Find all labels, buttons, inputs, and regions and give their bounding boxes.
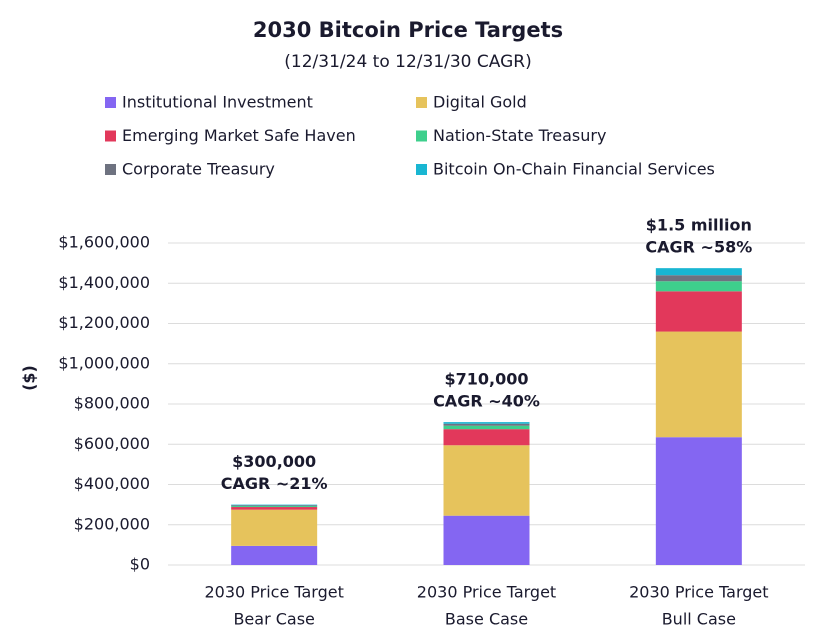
bar-segment <box>231 505 318 507</box>
annotation: CAGR ~58% <box>645 238 752 257</box>
x-tick-label: Bull Case <box>662 610 736 629</box>
annotation: CAGR ~40% <box>433 392 540 411</box>
bar-segment <box>231 504 318 506</box>
bar-segment <box>443 515 530 565</box>
bar-segment <box>231 507 318 510</box>
annotation: $710,000 <box>444 370 528 389</box>
x-tick-label: 2030 Price Target <box>629 583 768 602</box>
legend-label: Emerging Market Safe Haven <box>122 126 356 145</box>
bar-segment <box>443 429 530 446</box>
bar-segment <box>443 445 530 516</box>
bar-segment <box>443 422 530 424</box>
y-tick-label: $800,000 <box>74 394 150 413</box>
x-tick-label: 2030 Price Target <box>204 583 343 602</box>
x-tick-label: Base Case <box>445 610 528 629</box>
x-tick-label: Bear Case <box>233 610 314 629</box>
annotation: $1.5 million <box>646 216 752 235</box>
annotation: CAGR ~21% <box>221 474 328 493</box>
bar-segment <box>443 423 530 426</box>
y-tick-label: $1,600,000 <box>58 233 150 252</box>
y-axis-label: ($) <box>20 365 39 391</box>
legend-swatch <box>105 130 116 142</box>
y-tick-label: $600,000 <box>74 434 150 453</box>
bar-segment <box>231 506 318 508</box>
legend-label: Institutional Investment <box>122 93 313 112</box>
legend-swatch <box>416 164 427 175</box>
y-tick-label: $1,000,000 <box>58 353 150 372</box>
bar-segment <box>655 268 742 276</box>
x-tick-label: 2030 Price Target <box>417 583 556 602</box>
bar-segment <box>655 291 742 332</box>
y-tick-label: $1,400,000 <box>58 273 150 292</box>
legend-label: Corporate Treasury <box>122 160 275 179</box>
bar-segment <box>655 281 742 292</box>
bar-segment <box>443 425 530 430</box>
bar-segment <box>655 331 742 438</box>
legend-label: Bitcoin On-Chain Financial Services <box>433 160 715 179</box>
bar-segment <box>655 437 742 565</box>
chart-title: 2030 Bitcoin Price Targets <box>253 18 563 42</box>
annotation: $300,000 <box>232 452 316 471</box>
bar-segment <box>655 275 742 282</box>
legend-swatch <box>105 97 116 108</box>
bar-segment <box>231 545 318 565</box>
legend-swatch <box>416 130 427 142</box>
y-tick-label: $400,000 <box>74 474 150 493</box>
legend-label: Nation-State Treasury <box>433 126 606 145</box>
y-tick-label: $1,200,000 <box>58 313 150 332</box>
chart-subtitle: (12/31/24 to 12/31/30 CAGR) <box>284 52 531 72</box>
bar-segment <box>231 509 318 546</box>
legend-label: Digital Gold <box>433 93 527 112</box>
legend-swatch <box>416 97 427 108</box>
y-tick-label: $200,000 <box>74 514 150 533</box>
y-tick-label: $0 <box>130 555 150 574</box>
legend-swatch <box>105 164 116 175</box>
